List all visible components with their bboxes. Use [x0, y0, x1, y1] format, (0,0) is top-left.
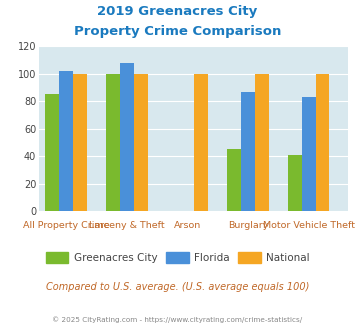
Text: Larceny & Theft: Larceny & Theft	[89, 221, 165, 230]
Text: Motor Vehicle Theft: Motor Vehicle Theft	[263, 221, 355, 230]
Bar	[255, 74, 269, 211]
Bar	[241, 91, 255, 211]
Bar	[301, 97, 316, 211]
Legend: Greenacres City, Florida, National: Greenacres City, Florida, National	[42, 248, 313, 267]
Bar	[134, 74, 148, 211]
Text: Arson: Arson	[174, 221, 201, 230]
Bar	[73, 74, 87, 211]
Bar	[195, 74, 208, 211]
Text: Property Crime Comparison: Property Crime Comparison	[74, 25, 281, 38]
Bar	[120, 63, 134, 211]
Bar	[59, 71, 73, 211]
Text: Burglary: Burglary	[228, 221, 268, 230]
Text: Compared to U.S. average. (U.S. average equals 100): Compared to U.S. average. (U.S. average …	[46, 282, 309, 292]
Text: All Property Crime: All Property Crime	[23, 221, 110, 230]
Text: © 2025 CityRating.com - https://www.cityrating.com/crime-statistics/: © 2025 CityRating.com - https://www.city…	[53, 317, 302, 323]
Bar	[227, 149, 241, 211]
Text: 2019 Greenacres City: 2019 Greenacres City	[97, 5, 258, 18]
Bar	[45, 94, 59, 211]
Bar	[106, 74, 120, 211]
Bar	[316, 74, 329, 211]
Bar	[288, 155, 301, 211]
